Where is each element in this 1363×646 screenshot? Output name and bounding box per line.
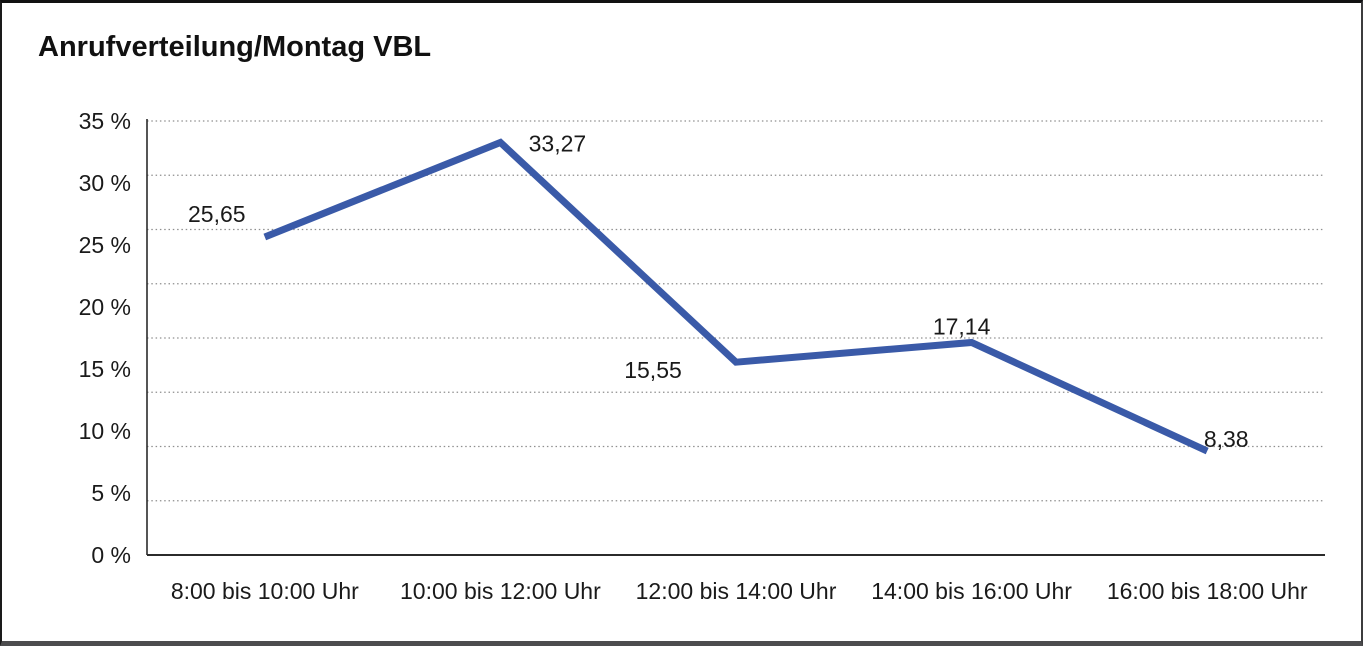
y-tick-label: 35 % — [79, 108, 131, 134]
x-tick-label: 12:00 bis 14:00 Uhr — [636, 578, 837, 604]
data-point-label: 17,14 — [933, 313, 991, 339]
line-chart-plot: 35 % 30 % 25 % 20 % 15 % 10 % 5 % 0 % 8:00 bis 1… — [79, 108, 1325, 604]
x-tick-label: 8:00 bis 10:00 Uhr — [171, 578, 359, 604]
y-tick-label: 20 % — [79, 294, 131, 320]
x-tick-label: 10:00 bis 12:00 Uhr — [400, 578, 601, 604]
x-tick-label: 14:00 bis 16:00 Uhr — [871, 578, 1072, 604]
y-tick-label: 5 % — [91, 480, 131, 506]
data-line — [263, 138, 1209, 455]
y-tick-label: 30 % — [79, 170, 131, 196]
data-point-label: 25,65 — [188, 201, 246, 227]
data-point-label: 15,55 — [624, 357, 682, 383]
chart-title: Anrufverteilung/Montag VBL — [38, 31, 432, 63]
data-point-label: 8,38 — [1204, 426, 1249, 452]
y-tick-label: 10 % — [79, 418, 131, 444]
x-tick-label: 16:00 bis 18:00 Uhr — [1107, 578, 1308, 604]
data-point-label: 33,27 — [529, 130, 587, 156]
y-tick-label: 0 % — [91, 542, 131, 568]
y-tick-label: 15 % — [79, 356, 131, 382]
y-tick-label: 25 % — [79, 232, 131, 258]
